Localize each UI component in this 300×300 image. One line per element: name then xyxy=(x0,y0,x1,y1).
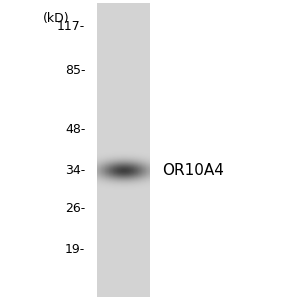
Text: OR10A4: OR10A4 xyxy=(162,163,224,178)
Text: 48-: 48- xyxy=(65,123,85,136)
Text: (kD): (kD) xyxy=(43,12,69,25)
Text: 85-: 85- xyxy=(65,64,85,77)
Text: 117-: 117- xyxy=(57,20,85,33)
Text: 19-: 19- xyxy=(65,244,85,256)
Text: 26-: 26- xyxy=(65,202,85,215)
Bar xyxy=(97,3,150,297)
Text: 34-: 34- xyxy=(65,164,85,177)
